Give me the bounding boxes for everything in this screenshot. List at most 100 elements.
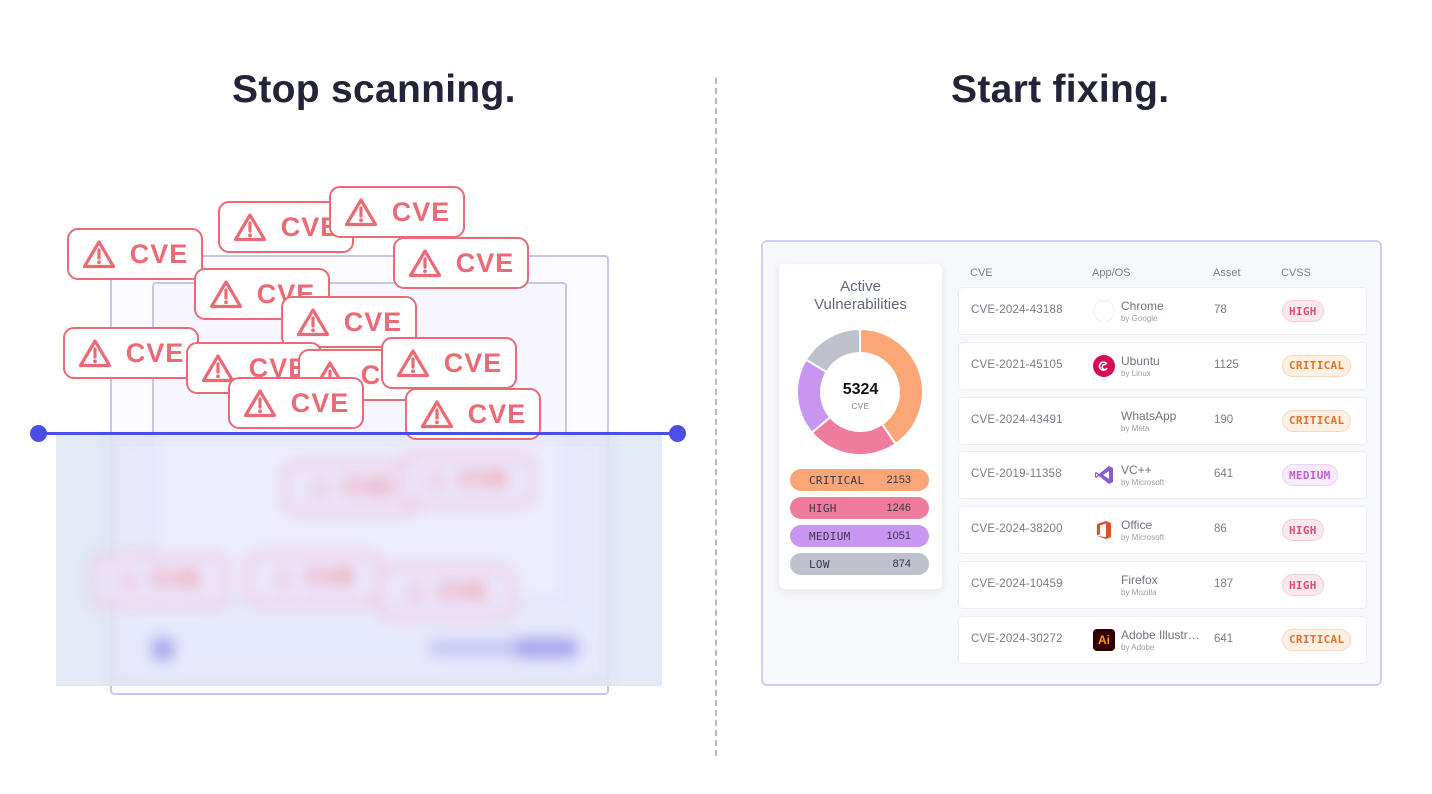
warning-triangle-icon [201,354,234,383]
cve-tag: CVE [393,237,529,289]
cvss-badge: CRITICAL [1282,354,1352,377]
table-row[interactable]: CVE-2024-38200 Office by Microsoft 86 HI… [958,506,1367,555]
table-row[interactable]: CVE-2024-43188 Chrome by Google 78 HIGH [958,287,1367,335]
severity-pill-critical[interactable]: CRITICAL 2153 [790,469,929,491]
severity-label: CRITICAL [809,473,865,487]
severity-pill-high[interactable]: HIGH 1246 [790,497,929,519]
donut-slice-low [804,327,861,374]
app-name: Ubuntu [1121,353,1160,368]
app-name: Adobe Illustrator [1121,627,1203,642]
cve-tag: CVE [67,228,203,280]
table-row[interactable]: CVE-2024-43491 WhatsApp by Meta 190 CRIT… [958,396,1367,445]
cve-tag-label: CVE [280,211,340,242]
severity-count: 2153 [886,474,911,486]
warning-triangle-icon [233,213,266,242]
column-header-asset[interactable]: Asset [1213,267,1241,279]
cve-tag-label: CVE [443,347,503,378]
cve-tag: CVE [329,186,465,238]
column-header-cve[interactable]: CVE [970,267,993,279]
cvss-badge: CRITICAL [1282,628,1352,651]
heading-left: Stop scanning. [232,68,516,111]
warning-triangle-icon [344,198,377,227]
cve-id[interactable]: CVE-2024-38200 [971,523,1063,536]
severity-count: 1051 [886,530,911,542]
chrome-icon [1093,300,1115,322]
severity-label: MEDIUM [809,529,851,543]
blurred-cve-tag: ⚠ CVE [92,554,228,606]
warning-triangle-icon [408,249,441,278]
cvss-badge: MEDIUM [1282,464,1338,487]
cve-tag-label: CVE [125,337,185,368]
warning-triangle-icon: ⚠ [309,474,332,502]
cve-id[interactable]: CVE-2024-43491 [971,413,1063,426]
warning-triangle-icon [243,389,276,418]
severity-count: 1246 [886,502,911,514]
blurred-cve-tag: ⚠ CVE [283,462,419,514]
dashed-divider [715,78,717,756]
app-name: WhatsApp [1121,408,1177,423]
cve-tag: CVE [405,388,541,440]
warning-triangle-icon [209,280,242,309]
cve-tag: CVE [228,377,364,429]
cve-id[interactable]: CVE-2024-30272 [971,632,1063,645]
asset-count: 641 [1214,632,1234,645]
severity-label: LOW [809,557,830,571]
donut-slice-critical [859,327,924,446]
asset-count: 641 [1214,468,1234,481]
table-row[interactable]: CVE-2019-11358 VC++ by Microsoft 641 MED… [958,451,1367,500]
cve-tag-label: CVE [467,398,527,429]
app-name: VC++ [1121,463,1152,478]
cve-tag: CVE [381,337,517,389]
blurred-content: ⚠ CVE ⚠ CVE ⚠ CVE ⚠ CVE ⚠ CVE [56,434,662,686]
blurred-avatar [152,638,174,660]
cvss-badge: HIGH [1282,574,1324,596]
warning-triangle-icon: ⚠ [118,566,141,594]
cve-tag-label: CVE [459,466,509,493]
severity-label: HIGH [809,501,837,515]
cve-id[interactable]: CVE-2024-10459 [971,578,1063,590]
column-header-appos[interactable]: App/OS [1092,267,1131,279]
cve-tag-label: CVE [306,564,356,591]
cve-tag-label: CVE [129,238,189,269]
firefox-icon [1093,574,1115,596]
blurred-button [514,638,578,658]
cve-id[interactable]: CVE-2021-45105 [971,358,1063,371]
app-name: Office [1121,518,1153,533]
warning-triangle-icon: ⚠ [404,578,427,606]
cve-tag-label: CVE [343,474,393,501]
donut-chart [796,327,924,456]
donut-total-label: CVE [851,402,870,411]
severity-pill-low[interactable]: LOW 874 [790,553,929,575]
app-vendor: by Mozilla [1121,588,1157,597]
cve-tag-label: CVE [438,578,488,605]
whatsapp-icon [1093,410,1115,432]
visual-studio-icon [1093,464,1115,486]
app-vendor: by Meta [1121,423,1150,433]
illustrator-icon: Ai [1093,628,1115,651]
warning-triangle-icon [396,349,429,378]
asset-count: 187 [1214,578,1234,590]
table-row[interactable]: CVE-2021-45105 Ubuntu by Linux 1125 CRIT… [958,341,1367,390]
donut-title: Active Vulnerabilities [814,278,907,313]
warning-triangle-icon [420,400,453,429]
blurred-fog-area: ⚠ CVE ⚠ CVE ⚠ CVE ⚠ CVE ⚠ CVE [56,434,662,686]
cve-id[interactable]: CVE-2019-11358 [971,468,1062,481]
blurred-cve-tag: ⚠ CVE [246,552,382,604]
debian-icon [1093,354,1115,377]
cve-tag: CVE [63,327,199,379]
app-vendor: by Microsoft [1121,533,1165,543]
column-header-cvss[interactable]: CVSS [1281,267,1311,279]
cvss-badge: HIGH [1282,300,1324,322]
donut-total: 5324 [842,381,879,398]
cvss-badge: CRITICAL [1282,409,1352,432]
blurred-cve-tag: ⚠ CVE [399,454,535,506]
app-vendor: by Google [1121,314,1158,323]
scanning-scene: ⚠ CVE ⚠ CVE ⚠ CVE ⚠ CVE ⚠ CVE CVE CVE CVE CVE CVE CVE C… [0,0,715,794]
cvss-badge: HIGH [1282,519,1324,542]
asset-count: 78 [1214,304,1227,316]
table-row[interactable]: CVE-2024-30272 Ai Adobe Illustrator by A… [958,615,1367,664]
severity-pill-medium[interactable]: MEDIUM 1051 [790,525,929,547]
table-row[interactable]: CVE-2024-10459 Firefox by Mozilla 187 HI… [958,561,1367,609]
app-vendor: by Adobe [1121,642,1155,652]
cve-id[interactable]: CVE-2024-43188 [971,304,1063,316]
